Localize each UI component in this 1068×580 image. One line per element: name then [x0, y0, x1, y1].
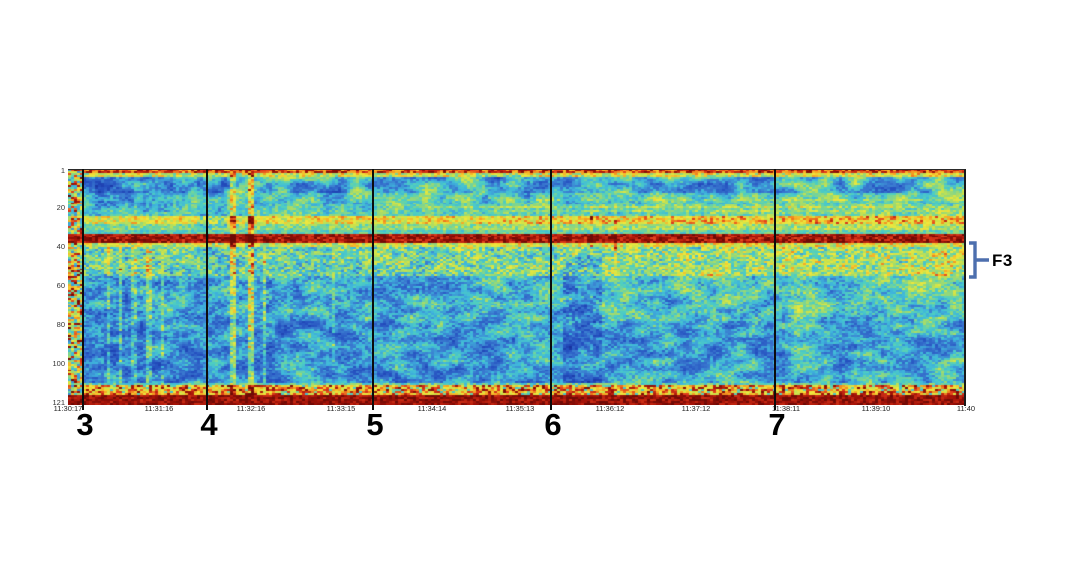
y-tick-label: 80 [56, 320, 65, 330]
x-tick-label: 11:34:14 [417, 404, 447, 413]
spectrogram-canvas [68, 170, 966, 405]
x-tick-label: 11:32:16 [236, 404, 266, 413]
section-divider-line [372, 169, 374, 410]
x-tick-label: 11:35:13 [505, 404, 535, 413]
y-tick-label: 40 [56, 241, 65, 251]
section-number: 5 [366, 407, 384, 442]
section-number: 3 [76, 407, 94, 442]
y-tick-label: 20 [56, 202, 65, 212]
x-tick-label: 11:40 [956, 404, 976, 413]
f3-annotation: F3 [963, 241, 1068, 281]
x-tick-label: 11:38:11 [771, 404, 801, 413]
section-number: 7 [768, 407, 786, 442]
x-tick-label: 11:31:16 [144, 404, 174, 413]
bracket-icon [969, 241, 989, 279]
spectrogram-plot [68, 169, 966, 406]
x-tick-label: 11:36:12 [595, 404, 625, 413]
section-divider-line [550, 169, 552, 410]
x-tick-label: 11:39:10 [861, 404, 891, 413]
x-tick-label: 11:37:12 [681, 404, 711, 413]
y-tick-label: 60 [56, 281, 65, 291]
section-number: 6 [544, 407, 562, 442]
x-tick-label: 11:30:17 [53, 404, 83, 413]
y-tick-label: 100 [52, 359, 65, 369]
section-divider-line [82, 169, 84, 410]
section-divider-line [774, 169, 776, 410]
y-tick-label: 1 [60, 165, 65, 175]
y-tick-label: 121 [52, 397, 65, 407]
section-number: 4 [200, 407, 218, 442]
annotation-label: F3 [992, 251, 1013, 270]
section-divider-line [206, 169, 208, 410]
x-tick-label: 11:33:15 [326, 404, 356, 413]
